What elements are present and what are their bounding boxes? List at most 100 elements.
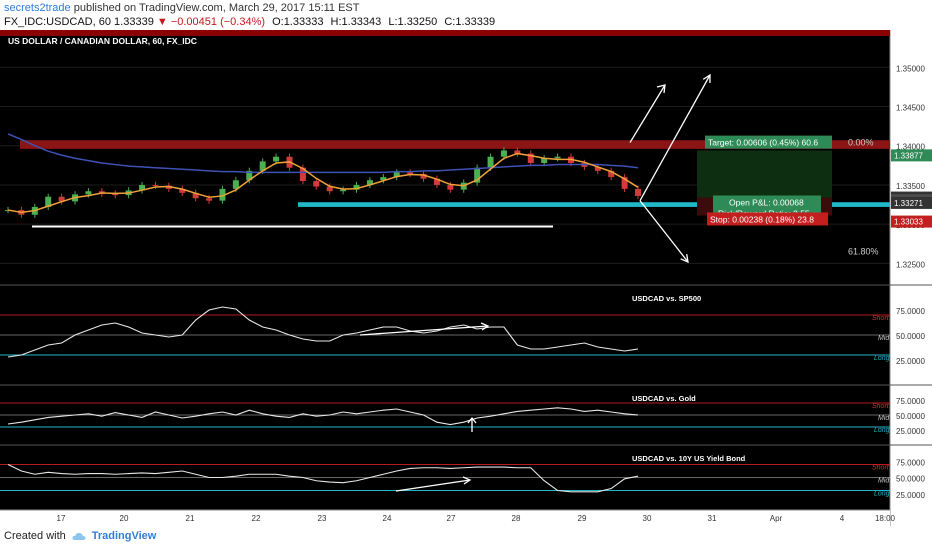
support-zone [298,202,890,207]
target-label: Target: 0.00606 (0.45%) 60.6 [708,138,818,148]
down-arrow-icon: ▼ [156,16,168,28]
open-value: O:1.33333 [272,16,324,28]
oscillator-axis-label: 75.0000 [896,307,925,316]
candle-body [232,180,239,189]
candle-body [366,180,373,185]
author-link[interactable]: secrets2trade [4,2,71,14]
tradingview-cloud-icon [72,532,86,540]
short-level-label: Short [872,403,890,410]
candle-body [514,150,521,154]
resistance-band-top [0,30,890,36]
target-label-box [705,135,832,149]
oscillator-axis-label: 25.0000 [896,491,925,500]
short-level-label: Short [872,315,890,322]
candle-body [340,189,347,192]
target-zone [697,150,832,198]
tradingview-link[interactable]: TradingView [91,530,157,542]
moving-average-fast [7,152,639,214]
candle-body [447,184,454,190]
oscillator-title: USDCAD vs. SP500 [632,294,701,303]
stop-label: Stop: 0.00238 (0.18%) 23.8 [710,214,814,224]
oscillator-line [7,464,639,493]
candle-body [393,172,400,178]
resistance-zone [20,140,890,149]
stop-label-box [707,212,828,226]
ohlc-line: FX_IDC:USDCAD, 60 1.33339 ▼ −0.00451 (−0… [4,16,495,28]
candle-body [165,185,172,189]
scenario-arrow [639,200,689,263]
oscillator-line [7,407,639,426]
short-level-label: Short [872,465,890,472]
candle-body [474,167,481,183]
mid-level-label: Mid [878,415,890,422]
arrow-head-icon [680,254,689,264]
mid-level-label: Mid [878,478,890,485]
footer: Created with TradingView [4,530,156,542]
chart-title: US DOLLAR / CANADIAN DOLLAR, 60, FX_IDC [8,36,197,46]
scenario-arrow [639,74,711,201]
candle-body [420,173,427,179]
annotation-arrow [359,325,489,336]
oscillator-axis-label: 50.0000 [896,475,925,484]
candle-body [635,188,641,196]
created-with-text: Created with [4,530,66,542]
oscillator-title: USDCAD vs. Gold [632,394,696,403]
price-axis-label: 1.32500 [896,260,925,269]
oscillator-axis-label: 75.0000 [896,458,925,467]
arrow-head-icon [467,416,477,424]
time-axis-label: 18:00 [875,514,896,523]
symbol-label: FX_IDC:USDCAD, 60 [4,16,111,28]
price-axis-label: 1.34000 [896,143,925,152]
candle-body [527,153,534,163]
candle-body [219,188,226,201]
candle-body [326,186,333,192]
candle-body [299,167,306,182]
candle-body [353,184,360,190]
high-value: H:1.33343 [330,16,382,28]
candle-body [273,156,280,162]
open-pnl-label: Open P&L: 0.00068 [729,198,804,208]
price-tag [891,149,932,162]
arrow-head-icon [656,84,666,94]
candle-body [112,193,119,196]
low-value: L:1.33250 [388,16,438,28]
candle-body [433,178,440,185]
candle-body [554,156,561,159]
oscillator-title: USDCAD vs. 10Y US Yield Bond [632,454,746,463]
time-axis-label: 28 [512,514,521,523]
time-axis-label: Apr [770,514,783,523]
price-change: −0.00451 (−0.34%) [170,16,266,28]
price-tag-label: 1.33877 [894,151,923,160]
time-axis-label: 17 [57,514,66,523]
price-chart[interactable]: 1.350001.345001.340001.335001.330001.325… [0,30,932,526]
time-axis-label: 23 [318,514,327,523]
arrow-head-icon [480,322,490,331]
mid-level-label: Mid [878,335,890,342]
price-axis-label: 1.33500 [896,182,925,191]
candle-body [500,150,507,157]
price-axis-label: 1.35000 [896,64,925,73]
arrow-head-icon [462,476,472,485]
candle-body [192,192,199,199]
candle-body [85,191,92,195]
candle-body [58,196,65,202]
close-value: C:1.33339 [444,16,496,28]
candle-body [407,172,414,174]
long-level-label: Long [874,355,890,362]
fib-level-label: 61.80% [848,247,879,257]
oscillator-line [7,306,639,358]
candle-body [594,166,601,171]
candle-body [313,181,320,187]
oscillator-axis-label: 50.0000 [896,412,925,421]
oscillator-axis-label: 50.0000 [896,332,925,341]
price-tag [891,215,932,228]
oscillator-axis-label: 75.0000 [896,397,925,406]
candle-body [139,184,146,191]
fib-level-label: 0.00% [848,138,874,148]
axis-background [890,30,932,526]
price-axis-label: 1.34500 [896,104,925,113]
time-axis-label: 31 [708,514,717,523]
time-axis-label: 27 [447,514,456,523]
price-tag [891,196,932,209]
oscillator-axis-label: 25.0000 [896,357,925,366]
